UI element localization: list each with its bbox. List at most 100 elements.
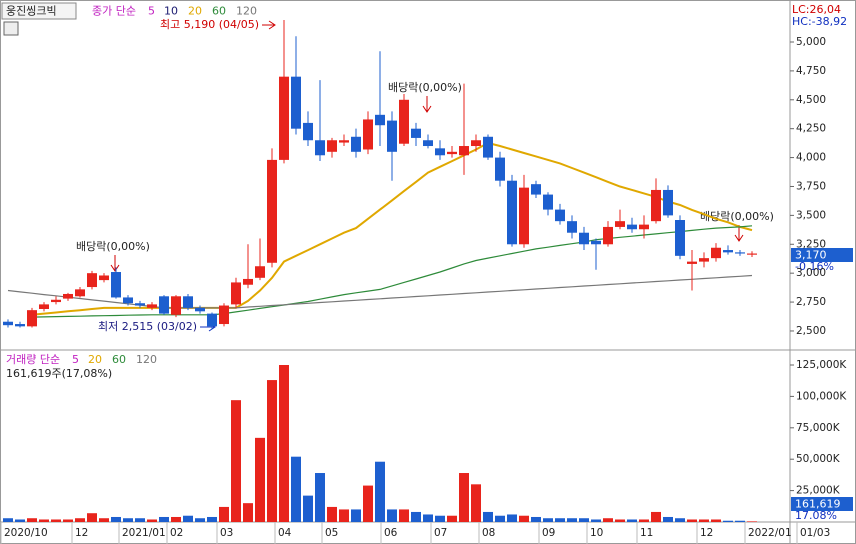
candle-body bbox=[711, 247, 721, 259]
price-legend-label: 종가 단순 bbox=[92, 5, 136, 18]
last-volume-box bbox=[791, 497, 853, 511]
volume-bar bbox=[627, 519, 637, 522]
candle-body bbox=[435, 148, 445, 156]
candle-body bbox=[663, 189, 673, 216]
volume-bar bbox=[459, 473, 469, 522]
volume-bar bbox=[603, 518, 613, 522]
dividend-arrow bbox=[422, 96, 432, 113]
candle-body bbox=[675, 220, 685, 256]
volume-legend-item: 5 bbox=[72, 353, 79, 366]
candle-body bbox=[315, 140, 325, 156]
candle-body bbox=[723, 250, 733, 253]
x-tick-label: 2021/01 bbox=[122, 527, 166, 539]
candle-body bbox=[591, 240, 601, 245]
x-tick-label: 02 bbox=[170, 527, 183, 539]
x-tick-label: 04 bbox=[278, 527, 292, 539]
x-tick-label: 03 bbox=[220, 527, 233, 539]
volume-info: 161,619주(17,08%) bbox=[6, 367, 112, 380]
candle-body bbox=[459, 146, 469, 156]
candle-body bbox=[195, 307, 205, 312]
candle-body bbox=[411, 128, 421, 138]
y-tick-label: 4,250 bbox=[796, 123, 826, 135]
volume-bar bbox=[99, 518, 109, 522]
candle-body bbox=[387, 120, 397, 152]
candle-body bbox=[363, 119, 373, 150]
candle-body bbox=[75, 289, 85, 297]
candle-body bbox=[507, 180, 517, 245]
volume-bar bbox=[15, 519, 25, 522]
candle-body bbox=[639, 224, 649, 230]
candle-body bbox=[171, 296, 181, 315]
volume-bar bbox=[147, 519, 157, 522]
volume-bar bbox=[555, 518, 565, 522]
volume-bar bbox=[399, 509, 409, 522]
volume-bar bbox=[63, 519, 73, 522]
volume-bar bbox=[123, 518, 133, 522]
volume-bar bbox=[183, 515, 193, 522]
volume-bar bbox=[75, 518, 85, 522]
volume-bar bbox=[435, 515, 445, 522]
candle-body bbox=[99, 275, 109, 281]
stock-name-box[interactable] bbox=[1, 2, 77, 20]
candle-body bbox=[303, 122, 313, 141]
volume-bar bbox=[207, 516, 217, 522]
legend-item: 60 bbox=[212, 5, 226, 18]
candle-body bbox=[471, 140, 481, 147]
candle-body bbox=[39, 304, 49, 310]
candle-body bbox=[687, 261, 697, 264]
candle-body bbox=[651, 189, 661, 222]
x-tick-label: 05 bbox=[325, 527, 338, 539]
y-tick-label: 25,000K bbox=[796, 485, 841, 497]
candle-body bbox=[3, 321, 13, 326]
volume-bar bbox=[495, 515, 505, 522]
volume-bar bbox=[675, 518, 685, 522]
candle-body bbox=[375, 114, 385, 126]
x-tick-label: 12 bbox=[75, 527, 88, 539]
stock-name[interactable]: 웅진씽크빅 bbox=[6, 5, 57, 18]
volume-bar bbox=[303, 495, 313, 522]
legend-item: 10 bbox=[164, 5, 178, 18]
last-change: -0.16% bbox=[795, 260, 834, 273]
high-arrow bbox=[262, 20, 276, 30]
dividend-annotation: 배당락(0,00%) bbox=[388, 81, 462, 94]
candle-body bbox=[207, 313, 217, 327]
candle-body bbox=[747, 253, 757, 255]
candle-body bbox=[267, 159, 277, 263]
x-tick-label: 12 bbox=[700, 527, 713, 539]
y-tick-label: 3,000 bbox=[796, 267, 826, 279]
candle-body bbox=[567, 221, 577, 233]
candle-body bbox=[219, 305, 229, 325]
last-price: 3,170 bbox=[795, 249, 827, 262]
candle-body bbox=[603, 226, 613, 245]
candle-body bbox=[543, 194, 553, 210]
volume-bar bbox=[483, 511, 493, 522]
volume-bar bbox=[711, 519, 721, 522]
legend-item: 5 bbox=[148, 5, 155, 18]
volume-bar bbox=[375, 461, 385, 522]
y-tick-label: 100,000K bbox=[796, 390, 847, 402]
volume-bar bbox=[159, 516, 169, 522]
x-tick-label: 08 bbox=[482, 527, 495, 539]
volume-bar bbox=[699, 519, 709, 522]
candle-body bbox=[147, 304, 157, 308]
x-tick-label: 07 bbox=[434, 527, 447, 539]
candle-body bbox=[159, 296, 169, 314]
high-annotation: 최고 5,190 (04/05) bbox=[160, 18, 259, 31]
volume-bar bbox=[723, 520, 733, 522]
y-tick-label: 2,500 bbox=[796, 325, 826, 337]
volume-bar bbox=[531, 516, 541, 522]
candle-body bbox=[231, 282, 241, 305]
volume-bar bbox=[351, 509, 361, 522]
candle-body bbox=[279, 76, 289, 160]
legend-item: 20 bbox=[188, 5, 202, 18]
volume-bar bbox=[87, 513, 97, 522]
volume-bar bbox=[51, 519, 61, 522]
y-tick-label: 125,000K bbox=[796, 359, 847, 371]
candle-body bbox=[531, 184, 541, 195]
x-tick-label: 06 bbox=[384, 527, 398, 539]
menu-icon[interactable] bbox=[3, 21, 19, 36]
volume-bar bbox=[579, 518, 589, 522]
volume-bar bbox=[387, 509, 397, 522]
candle-body bbox=[447, 151, 457, 155]
